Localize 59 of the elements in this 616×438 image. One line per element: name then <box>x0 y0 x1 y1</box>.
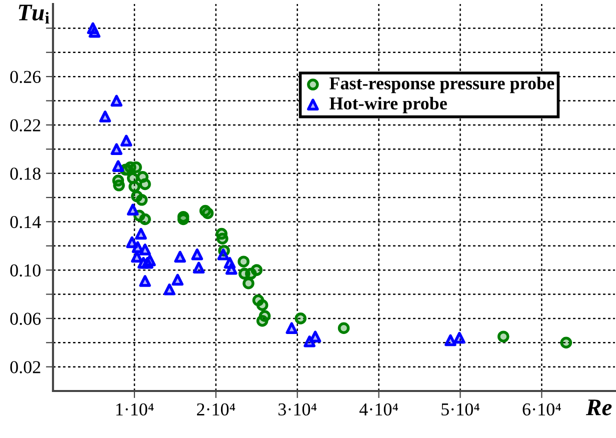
point <box>286 322 298 334</box>
point <box>256 299 268 312</box>
point <box>126 236 138 248</box>
y-tick-label: 0.02 <box>10 361 40 374</box>
y-tick-label: 0.06 <box>10 312 41 325</box>
point <box>217 248 230 260</box>
x-tick-label: 6·10⁴ <box>522 403 561 416</box>
point <box>304 336 316 348</box>
point <box>128 180 140 193</box>
point <box>110 143 122 156</box>
point <box>444 334 456 346</box>
x-axis-title: Re <box>586 400 612 416</box>
point <box>144 254 156 266</box>
point <box>110 94 122 107</box>
y-tick-label: 0.22 <box>10 119 40 132</box>
y-axis-title: Tu$_{i}$ <box>18 4 50 24</box>
point <box>338 322 350 334</box>
point <box>139 244 151 256</box>
point <box>112 160 124 172</box>
point <box>139 275 151 287</box>
point <box>256 314 268 327</box>
point <box>120 134 132 147</box>
point <box>309 330 322 342</box>
point <box>191 248 204 260</box>
point <box>294 312 306 324</box>
point <box>139 213 151 226</box>
point <box>88 26 100 38</box>
point <box>139 178 151 190</box>
y-tick-label: 0.10 <box>10 264 41 277</box>
legend-label: Hot-wire probe <box>329 96 447 114</box>
y-tick-label: 0.14 <box>10 216 41 228</box>
point <box>225 262 238 275</box>
point <box>242 277 254 290</box>
point <box>172 274 184 286</box>
point <box>192 262 205 274</box>
point <box>177 213 190 226</box>
legend-label: Fast-response pressure probe <box>329 76 554 94</box>
y-tick-label: 0.26 <box>10 70 41 84</box>
x-tick-label: 2·10⁴ <box>196 403 236 416</box>
point <box>174 250 186 263</box>
point <box>99 110 112 122</box>
x-tick-label: 4·10⁴ <box>359 403 398 416</box>
point <box>498 330 510 342</box>
point <box>454 332 466 344</box>
x-tick-label: 3·10⁴ <box>278 403 317 416</box>
point <box>113 180 125 192</box>
point <box>164 284 176 296</box>
point <box>130 161 142 174</box>
x-tick-label: 5·10⁴ <box>442 403 480 416</box>
x-tick-label: 1·10⁴ <box>116 403 154 416</box>
point <box>216 232 228 245</box>
point <box>560 336 572 349</box>
point <box>250 264 263 276</box>
y-tick-label: 0.18 <box>10 168 41 180</box>
point <box>202 207 214 220</box>
point <box>135 228 147 240</box>
point <box>126 204 139 216</box>
point <box>136 194 148 206</box>
point <box>238 256 250 268</box>
